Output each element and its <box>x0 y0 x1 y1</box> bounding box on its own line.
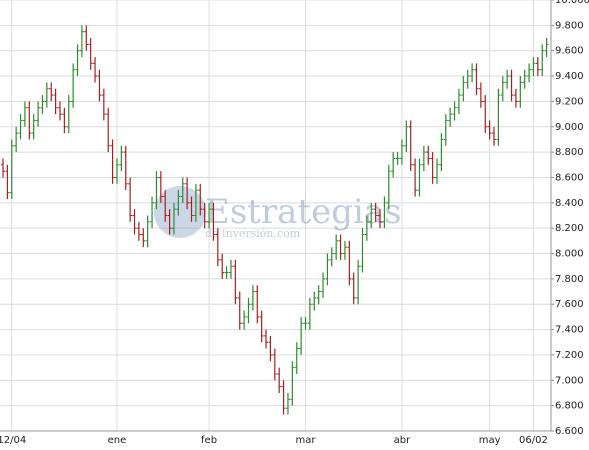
y-tick-label: 7.000 <box>555 375 584 386</box>
y-tick-label: 7.200 <box>555 350 584 361</box>
x-tick-label: 06/02 <box>519 435 548 446</box>
y-tick-label: 9.000 <box>555 122 584 133</box>
x-tick-label: may <box>479 435 501 446</box>
watermark-title: Estrategias <box>205 192 402 232</box>
watermark-logo <box>154 186 206 238</box>
y-tick-label: 9.600 <box>555 46 584 57</box>
x-tick-label: ene <box>108 435 127 446</box>
y-tick-label: 6.600 <box>555 426 584 437</box>
x-tick-label: 12/04 <box>0 435 26 446</box>
y-tick-label: 7.800 <box>555 274 584 285</box>
x-tick-label: feb <box>201 435 217 446</box>
y-tick-label: 9.200 <box>555 96 584 107</box>
x-tick-label: mar <box>296 435 317 446</box>
y-tick-label: 8.200 <box>555 223 584 234</box>
y-tick-label: 7.600 <box>555 299 584 310</box>
y-tick-label: 9.800 <box>555 20 584 31</box>
y-tick-label: 8.600 <box>555 172 584 183</box>
y-tick-label: 8.800 <box>555 147 584 158</box>
y-tick-label: 10.000 <box>555 0 589 6</box>
watermark-subtitle: de inversión.com <box>205 227 301 240</box>
x-tick-label: abr <box>394 435 411 446</box>
y-tick-label: 7.400 <box>555 325 584 336</box>
y-tick-label: 8.000 <box>555 249 584 260</box>
watermark: Estrategias de inversión.com <box>154 186 402 240</box>
y-tick-label: 8.400 <box>555 198 584 209</box>
y-tick-label: 9.400 <box>555 71 584 82</box>
y-tick-label: 6.800 <box>555 401 584 412</box>
